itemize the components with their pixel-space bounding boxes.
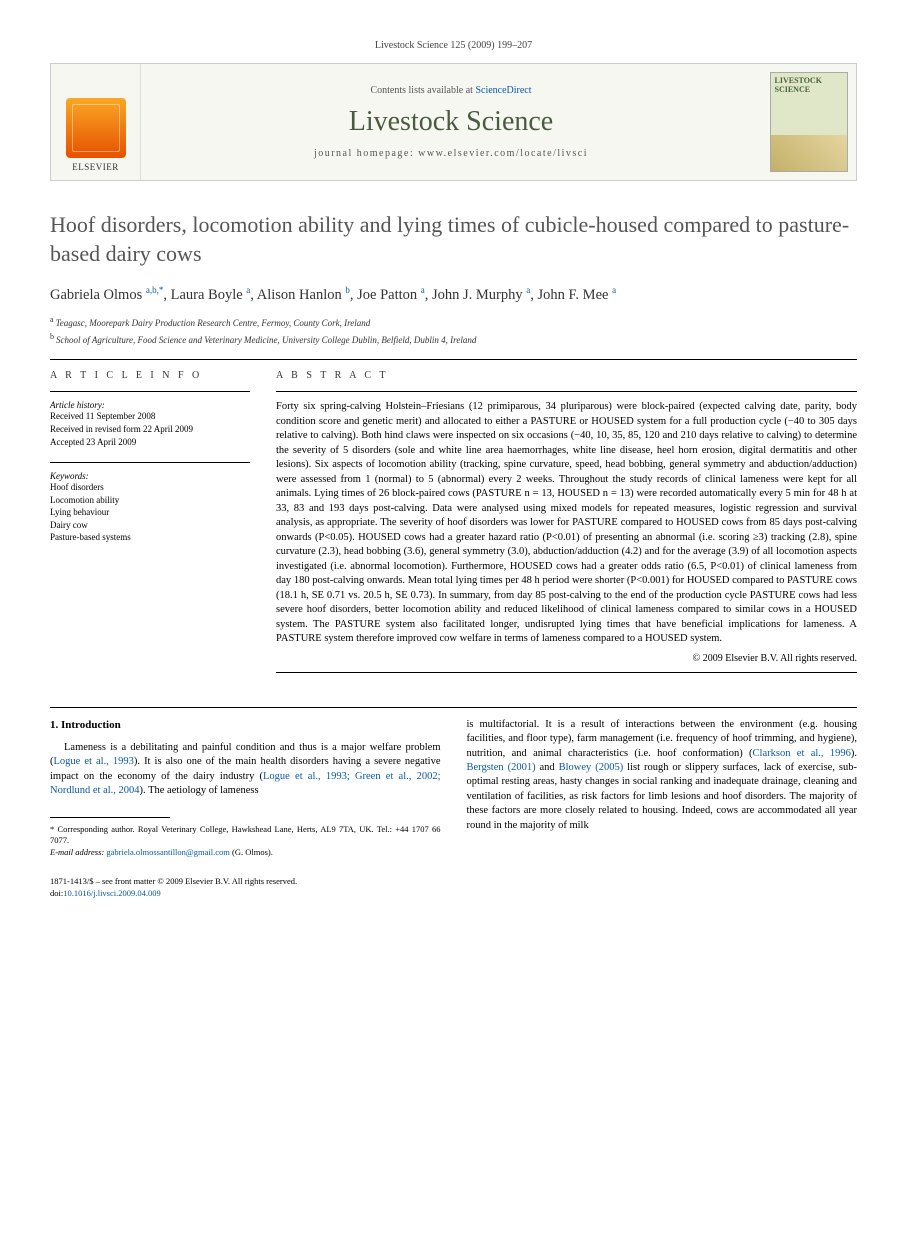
cover-title: LIVESTOCK SCIENCE bbox=[775, 77, 843, 95]
article-info-heading: A R T I C L E I N F O bbox=[50, 370, 250, 381]
body-columns: 1. Introduction Lameness is a debilitati… bbox=[50, 718, 857, 899]
author: Alison Hanlon b bbox=[257, 287, 350, 303]
author-list: Gabriela Olmos a,b,*, Laura Boyle a, Ali… bbox=[50, 284, 857, 305]
rule bbox=[50, 391, 250, 392]
banner-center: Contents lists available at ScienceDirec… bbox=[141, 64, 761, 180]
author: John F. Mee a bbox=[538, 287, 617, 303]
publisher-name: ELSEVIER bbox=[72, 162, 119, 172]
rule bbox=[50, 359, 857, 360]
citation-link[interactable]: Clarkson et al., 1996 bbox=[753, 748, 851, 759]
journal-homepage-line: journal homepage: www.elsevier.com/locat… bbox=[149, 148, 753, 159]
affiliation: bSchool of Agriculture, Food Science and… bbox=[50, 332, 857, 345]
author: Laura Boyle a bbox=[171, 287, 251, 303]
front-matter-line: 1871-1413/$ – see front matter © 2009 El… bbox=[50, 876, 441, 887]
author: Joe Patton a bbox=[357, 287, 425, 303]
sciencedirect-link[interactable]: ScienceDirect bbox=[475, 85, 531, 96]
section-heading: 1. Introduction bbox=[50, 718, 441, 733]
article-title: Hoof disorders, locomotion ability and l… bbox=[50, 211, 857, 268]
citation-link[interactable]: Logue et al., 1993 bbox=[54, 756, 134, 767]
email-footnote: E-mail address: gabriela.olmossantillon@… bbox=[50, 847, 441, 858]
footer-block: 1871-1413/$ – see front matter © 2009 El… bbox=[50, 876, 441, 899]
abstract-column: A B S T R A C T Forty six spring-calving… bbox=[276, 370, 857, 680]
running-head: Livestock Science 125 (2009) 199–207 bbox=[50, 40, 857, 51]
body-paragraph: Lameness is a debilitating and painful c… bbox=[50, 741, 441, 799]
keyword: Locomotion ability bbox=[50, 494, 250, 507]
homepage-url: www.elsevier.com/locate/livsci bbox=[418, 148, 588, 159]
rule bbox=[50, 707, 857, 708]
keyword: Hoof disorders bbox=[50, 481, 250, 494]
footnote-rule bbox=[50, 817, 170, 818]
keyword: Pasture-based systems bbox=[50, 531, 250, 544]
homepage-prefix: journal homepage: bbox=[314, 148, 418, 159]
keywords-label: Keywords: bbox=[50, 471, 250, 481]
rule bbox=[276, 672, 857, 673]
article-history: Article history: Received 11 September 2… bbox=[50, 400, 250, 448]
corresponding-author-footnote: * Corresponding author. Royal Veterinary… bbox=[50, 824, 441, 847]
publisher-block: ELSEVIER bbox=[51, 64, 141, 180]
rule bbox=[50, 462, 250, 463]
journal-title: Livestock Science bbox=[149, 106, 753, 138]
citation-link[interactable]: Blowey (2005) bbox=[559, 762, 624, 773]
contents-prefix: Contents lists available at bbox=[370, 85, 475, 96]
email-link[interactable]: gabriela.olmossantillon@gmail.com bbox=[106, 847, 230, 857]
abstract-heading: A B S T R A C T bbox=[276, 370, 857, 381]
abstract-copyright: © 2009 Elsevier B.V. All rights reserved… bbox=[276, 653, 857, 664]
journal-banner: ELSEVIER Contents lists available at Sci… bbox=[50, 63, 857, 181]
doi-line: doi:10.1016/j.livsci.2009.04.009 bbox=[50, 888, 441, 899]
history-line: Received in revised form 22 April 2009 bbox=[50, 423, 250, 436]
email-label: E-mail address: bbox=[50, 847, 104, 857]
contents-available-line: Contents lists available at ScienceDirec… bbox=[149, 85, 753, 96]
cover-block: LIVESTOCK SCIENCE bbox=[761, 64, 856, 180]
article-info-column: A R T I C L E I N F O Article history: R… bbox=[50, 370, 250, 680]
keyword: Lying behaviour bbox=[50, 506, 250, 519]
keyword: Dairy cow bbox=[50, 519, 250, 532]
citation-link[interactable]: Bergsten (2001) bbox=[467, 762, 536, 773]
author: Gabriela Olmos a,b,* bbox=[50, 287, 163, 303]
keywords-block: Keywords: Hoof disorders Locomotion abil… bbox=[50, 471, 250, 544]
abstract-text: Forty six spring-calving Holstein–Friesi… bbox=[276, 400, 857, 646]
doi-link[interactable]: 10.1016/j.livsci.2009.04.009 bbox=[63, 888, 161, 898]
rule bbox=[276, 391, 857, 392]
history-label: Article history: bbox=[50, 400, 250, 410]
affiliation: aTeagasc, Moorepark Dairy Production Res… bbox=[50, 315, 857, 328]
elsevier-tree-icon bbox=[66, 98, 126, 158]
history-line: Accepted 23 April 2009 bbox=[50, 436, 250, 449]
body-paragraph: is multifactorial. It is a result of int… bbox=[467, 718, 858, 834]
author: John J. Murphy a bbox=[432, 287, 530, 303]
journal-cover-icon: LIVESTOCK SCIENCE bbox=[770, 72, 848, 172]
history-line: Received 11 September 2008 bbox=[50, 410, 250, 423]
